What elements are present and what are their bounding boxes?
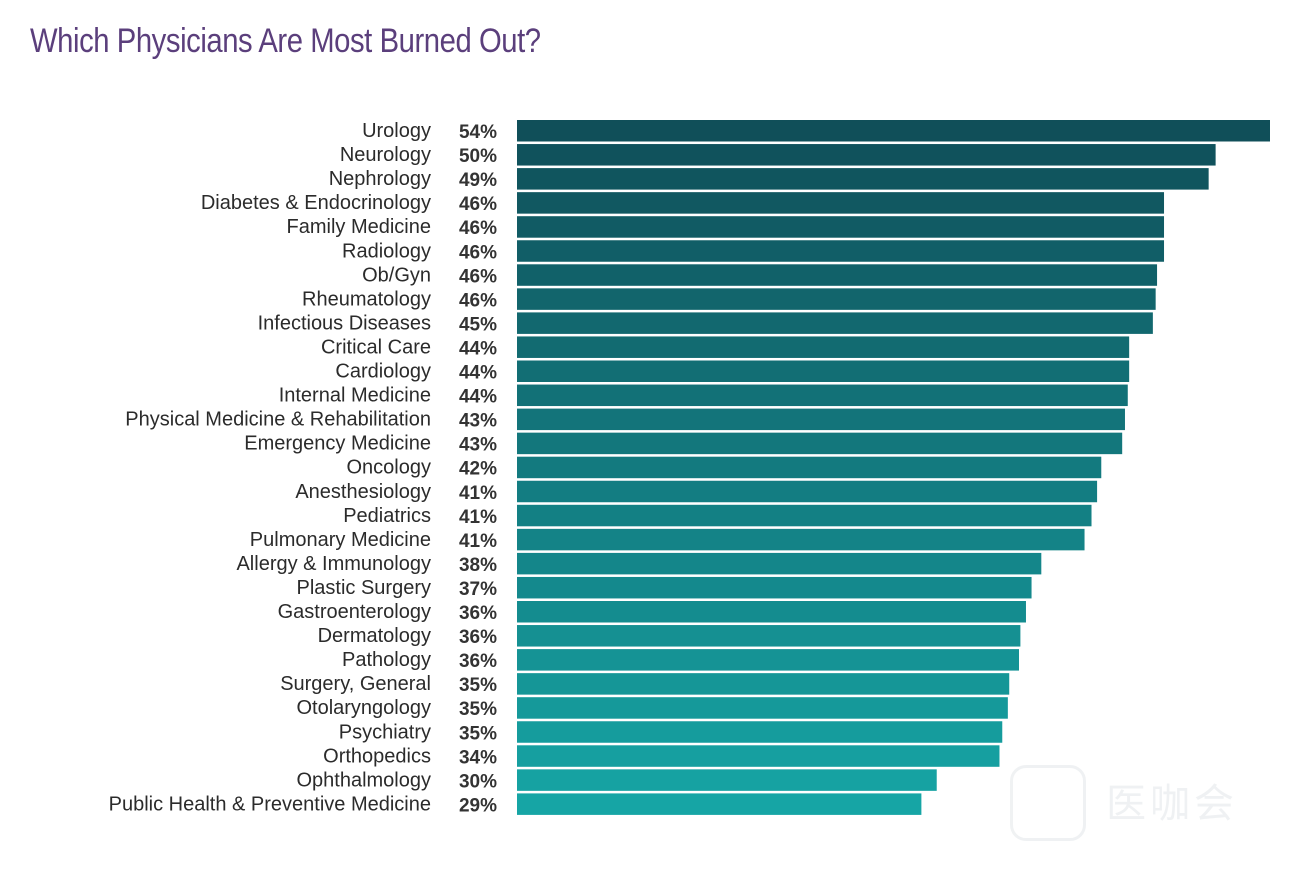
category-label-psychiatry: Psychiatry (339, 721, 431, 743)
bar-oncology (517, 456, 1102, 479)
category-label-cardiology: Cardiology (335, 361, 431, 383)
category-label-critical-care: Critical Care (321, 336, 431, 358)
bar-allergy-immunology (517, 552, 1042, 575)
value-label-ob-gyn: 46% (459, 266, 497, 287)
category-label-urology: Urology (362, 120, 431, 142)
category-label-plastic-surgery: Plastic Surgery (297, 577, 432, 599)
bar-surgery-general (517, 673, 1010, 695)
value-label-diabetes-endocrinology: 46% (459, 194, 497, 215)
bar-gastroenterology (517, 601, 1026, 623)
bar-urology (517, 120, 1270, 142)
category-label-ophthalmology: Ophthalmology (296, 769, 431, 791)
bar-critical-care (517, 336, 1130, 358)
bar-anesthesiology (517, 480, 1098, 503)
category-label-orthopedics: Orthopedics (323, 745, 431, 767)
value-label-ophthalmology: 30% (459, 771, 497, 792)
bar-dermatology (517, 625, 1021, 647)
category-label-diabetes-endocrinology: Diabetes & Endocrinology (201, 192, 431, 214)
value-label-emergency-medicine: 43% (459, 435, 497, 456)
value-label-urology: 54% (459, 122, 497, 143)
value-label-anesthesiology: 41% (459, 483, 497, 504)
bar-plastic-surgery (517, 576, 1032, 599)
category-label-gastroenterology: Gastroenterology (278, 601, 431, 623)
chart-title: Which Physicians Are Most Burned Out? (30, 22, 541, 60)
value-label-critical-care: 44% (459, 338, 497, 359)
category-label-pathology: Pathology (342, 649, 431, 671)
category-label-dermatology: Dermatology (318, 625, 431, 647)
value-label-gastroenterology: 36% (459, 603, 497, 624)
bar-pediatrics (517, 504, 1092, 527)
category-label-neurology: Neurology (340, 144, 431, 166)
bar-neurology (517, 144, 1216, 166)
category-label-allergy-immunology: Allergy & Immunology (236, 553, 431, 575)
value-label-public-health-preventive-medicine: 29% (459, 795, 497, 816)
watermark-icon (1010, 765, 1086, 841)
bar-public-health-preventive-medicine (517, 793, 922, 815)
value-label-dermatology: 36% (459, 627, 497, 648)
bar-physical-medicine-rehabilitation (517, 408, 1125, 431)
value-label-pediatrics: 41% (459, 507, 497, 528)
value-label-rheumatology: 46% (459, 290, 497, 311)
value-label-family-medicine: 46% (459, 218, 497, 239)
category-label-family-medicine: Family Medicine (287, 216, 431, 238)
category-label-infectious-diseases: Infectious Diseases (258, 312, 431, 334)
value-label-nephrology: 49% (459, 170, 497, 191)
category-label-public-health-preventive-medicine: Public Health & Preventive Medicine (109, 793, 431, 815)
category-label-surgery-general: Surgery, General (280, 673, 431, 695)
bar-nephrology (517, 168, 1209, 190)
category-label-oncology: Oncology (347, 457, 432, 479)
value-label-allergy-immunology: 38% (459, 555, 497, 576)
watermark-logo: 医咖会 (1010, 765, 1260, 845)
category-label-emergency-medicine: Emergency Medicine (244, 433, 431, 455)
value-label-physical-medicine-rehabilitation: 43% (459, 411, 497, 432)
bar-otolaryngology (517, 697, 1008, 719)
bar-psychiatry (517, 721, 1003, 743)
value-label-internal-medicine: 44% (459, 387, 497, 408)
value-label-infectious-diseases: 45% (459, 314, 497, 335)
category-label-otolaryngology: Otolaryngology (296, 697, 431, 719)
value-label-psychiatry: 35% (459, 723, 497, 744)
bar-radiology (517, 240, 1165, 262)
bar-diabetes-endocrinology (517, 192, 1165, 214)
value-label-oncology: 42% (459, 459, 497, 480)
category-label-nephrology: Nephrology (329, 168, 431, 190)
category-label-pediatrics: Pediatrics (343, 505, 431, 527)
category-label-anesthesiology: Anesthesiology (295, 481, 431, 503)
value-label-pathology: 36% (459, 651, 497, 672)
bar-family-medicine (517, 216, 1165, 238)
category-label-ob-gyn: Ob/Gyn (362, 264, 431, 286)
bar-cardiology (517, 360, 1130, 382)
value-label-otolaryngology: 35% (459, 699, 497, 720)
bar-emergency-medicine (517, 432, 1123, 455)
bar-infectious-diseases (517, 312, 1153, 334)
value-label-pulmonary-medicine: 41% (459, 531, 497, 552)
value-label-plastic-surgery: 37% (459, 579, 497, 600)
bar-pulmonary-medicine (517, 528, 1085, 551)
bar-pathology (517, 649, 1019, 671)
value-label-surgery-general: 35% (459, 675, 497, 696)
value-label-cardiology: 44% (459, 363, 497, 384)
value-label-radiology: 46% (459, 242, 497, 263)
category-label-internal-medicine: Internal Medicine (279, 385, 431, 407)
bar-internal-medicine (517, 384, 1128, 407)
value-label-orthopedics: 34% (459, 747, 497, 768)
category-label-rheumatology: Rheumatology (302, 288, 431, 310)
watermark-text: 医咖会 (1106, 781, 1238, 827)
bar-ob-gyn (517, 264, 1158, 286)
category-label-radiology: Radiology (342, 240, 431, 262)
bar-ophthalmology (517, 769, 937, 791)
category-label-physical-medicine-rehabilitation: Physical Medicine & Rehabilitation (125, 409, 431, 431)
bar-rheumatology (517, 288, 1156, 310)
category-label-pulmonary-medicine: Pulmonary Medicine (250, 529, 431, 551)
value-label-neurology: 50% (459, 146, 497, 167)
bar-orthopedics (517, 745, 1000, 767)
